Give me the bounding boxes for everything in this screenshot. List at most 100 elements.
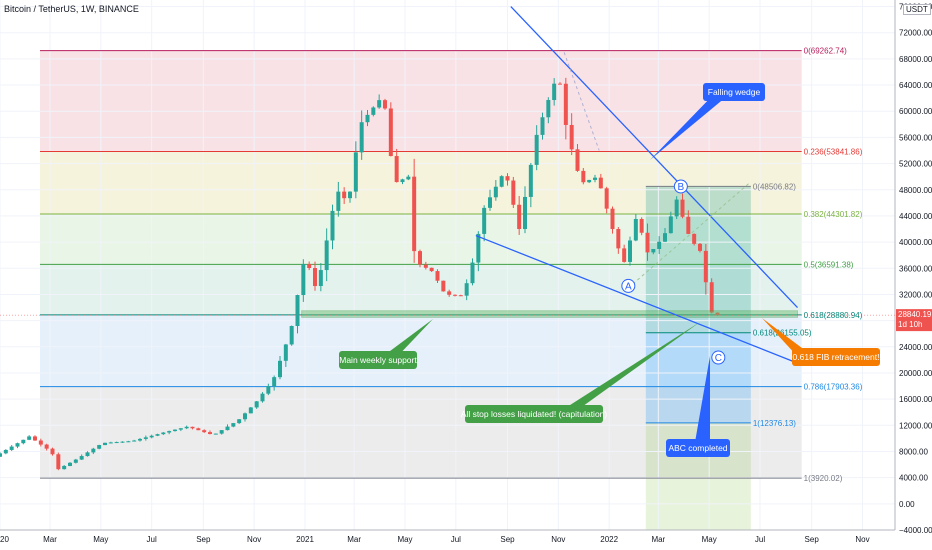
symbol-title: Bitcoin / TetherUS, 1W, BINANCE xyxy=(4,4,139,14)
candle-body xyxy=(558,83,562,85)
candle-body xyxy=(517,204,522,230)
candle-body xyxy=(569,124,574,150)
candle-body xyxy=(476,233,481,263)
candle-body xyxy=(470,262,475,284)
candle-body xyxy=(511,180,516,205)
candle-body xyxy=(50,448,55,455)
candle-body xyxy=(429,267,434,272)
candle-body xyxy=(3,449,8,454)
fib-level-label: 0.382(44301.82) xyxy=(804,210,863,219)
projection-label: 1(12376.13) xyxy=(753,419,796,428)
candle-body xyxy=(184,426,189,429)
x-tick-label: Jul xyxy=(755,535,765,544)
y-tick-label: 32000.00 xyxy=(899,290,932,299)
currency-label[interactable]: USDT xyxy=(903,4,931,15)
candle-body xyxy=(383,100,387,109)
candle-body xyxy=(9,446,14,450)
y-tick-label: 8000.00 xyxy=(899,447,928,456)
callout-pointer xyxy=(556,322,700,414)
y-tick-label: 24000.00 xyxy=(899,343,932,352)
candle-body xyxy=(313,268,317,287)
fib-level-label: 0(69262.74) xyxy=(804,47,847,56)
candle-body xyxy=(499,176,504,187)
candle-body xyxy=(138,438,142,441)
projection-label: 0(48506.82) xyxy=(753,182,796,191)
y-tick-label: 20000.00 xyxy=(899,369,932,378)
candle-body xyxy=(73,459,78,463)
candle-body xyxy=(610,208,615,230)
candle-body xyxy=(243,413,247,420)
candle-body xyxy=(639,218,644,233)
candle-body xyxy=(488,197,492,208)
candle-body xyxy=(668,216,673,234)
candle-body xyxy=(348,191,352,199)
y-tick-label: 72000.00 xyxy=(899,29,932,38)
candle-body xyxy=(528,164,533,197)
x-tick-label: May xyxy=(702,535,717,544)
wave-point-a xyxy=(621,278,636,293)
candle-body xyxy=(365,114,370,123)
callout-box xyxy=(792,348,880,366)
candle-body xyxy=(202,430,207,433)
candle-body xyxy=(645,232,650,253)
candle-body xyxy=(336,191,341,211)
candle-body xyxy=(482,207,487,234)
candle-body xyxy=(418,251,422,265)
candle-body xyxy=(103,442,107,446)
candle-body xyxy=(388,108,393,157)
candle-body xyxy=(633,218,638,241)
candle-body xyxy=(91,448,96,453)
candle-body xyxy=(616,229,621,249)
candle-body xyxy=(196,428,201,431)
wave-label: C xyxy=(715,353,722,364)
candle-body xyxy=(622,248,627,262)
candle-body xyxy=(447,291,452,295)
y-tick-label: 68000.00 xyxy=(899,55,932,64)
candle-body xyxy=(593,177,597,180)
candle-body xyxy=(552,83,557,101)
x-tick-label: May xyxy=(93,535,108,544)
x-tick-label: Sep xyxy=(196,535,211,544)
candle-body xyxy=(68,462,72,466)
x-tick-label: Nov xyxy=(855,535,869,544)
candle-body xyxy=(493,186,498,198)
candle-body xyxy=(394,156,399,183)
candle-body xyxy=(97,445,102,449)
candle-body xyxy=(260,393,265,402)
y-tick-label: −4000.00 xyxy=(899,526,932,535)
callout-pointer xyxy=(762,318,814,357)
candle-body xyxy=(698,243,702,251)
y-tick-label: 12000.00 xyxy=(899,421,932,430)
candle-body xyxy=(651,248,656,253)
candle-body xyxy=(213,433,218,435)
y-tick-label: 56000.00 xyxy=(899,133,932,142)
candle-body xyxy=(248,407,253,414)
candle-body xyxy=(301,264,306,296)
y-tick-label: 16000.00 xyxy=(899,395,932,404)
callout-box xyxy=(666,439,730,457)
candle-body xyxy=(278,360,282,378)
candle-body xyxy=(143,437,148,439)
y-tick-label: 0.00 xyxy=(899,500,915,509)
callout-text: Main weekly support xyxy=(339,355,417,365)
candle-body xyxy=(534,134,539,165)
fib-zone-layer xyxy=(40,50,802,530)
candle-body xyxy=(56,454,61,470)
candle-body xyxy=(190,426,195,429)
candle-body xyxy=(412,176,417,252)
candle-body xyxy=(62,465,67,470)
candle-body xyxy=(686,216,691,234)
candle-body xyxy=(266,386,271,394)
candle-body xyxy=(575,149,580,171)
fib-zone xyxy=(40,264,802,315)
main-support-zone xyxy=(301,310,798,318)
candle-body xyxy=(423,264,428,268)
x-tick-label: Jul xyxy=(147,535,157,544)
candle-body xyxy=(330,210,335,241)
candle-body xyxy=(120,441,125,443)
x-tick-label: 2020 xyxy=(0,535,9,544)
callout-text: 0.618 FIB retracement! xyxy=(793,352,880,362)
fib-level-label: 0.786(17903.36) xyxy=(804,383,863,392)
dashed-guide xyxy=(628,182,750,289)
